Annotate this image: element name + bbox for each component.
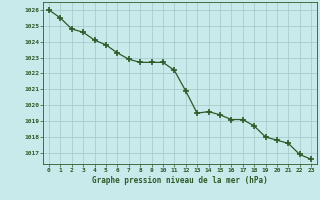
X-axis label: Graphe pression niveau de la mer (hPa): Graphe pression niveau de la mer (hPa) bbox=[92, 176, 268, 185]
